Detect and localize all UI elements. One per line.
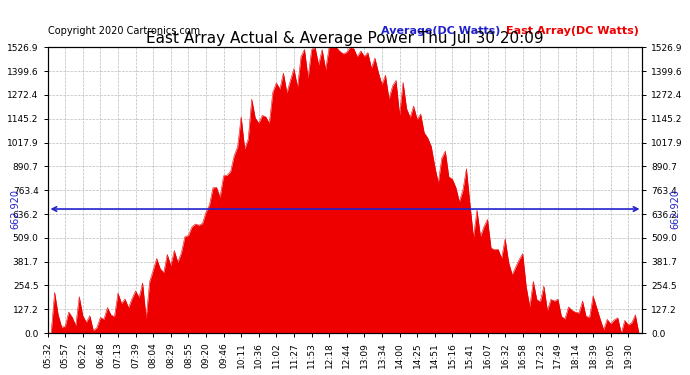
Text: Copyright 2020 Cartronics.com: Copyright 2020 Cartronics.com — [48, 26, 199, 36]
Text: 662.920: 662.920 — [670, 189, 680, 229]
Text: East Array(DC Watts): East Array(DC Watts) — [506, 26, 638, 36]
Text: 662.920: 662.920 — [10, 189, 20, 229]
Title: East Array Actual & Average Power Thu Jul 30 20:09: East Array Actual & Average Power Thu Ju… — [146, 31, 544, 46]
Text: Average(DC Watts): Average(DC Watts) — [381, 26, 500, 36]
